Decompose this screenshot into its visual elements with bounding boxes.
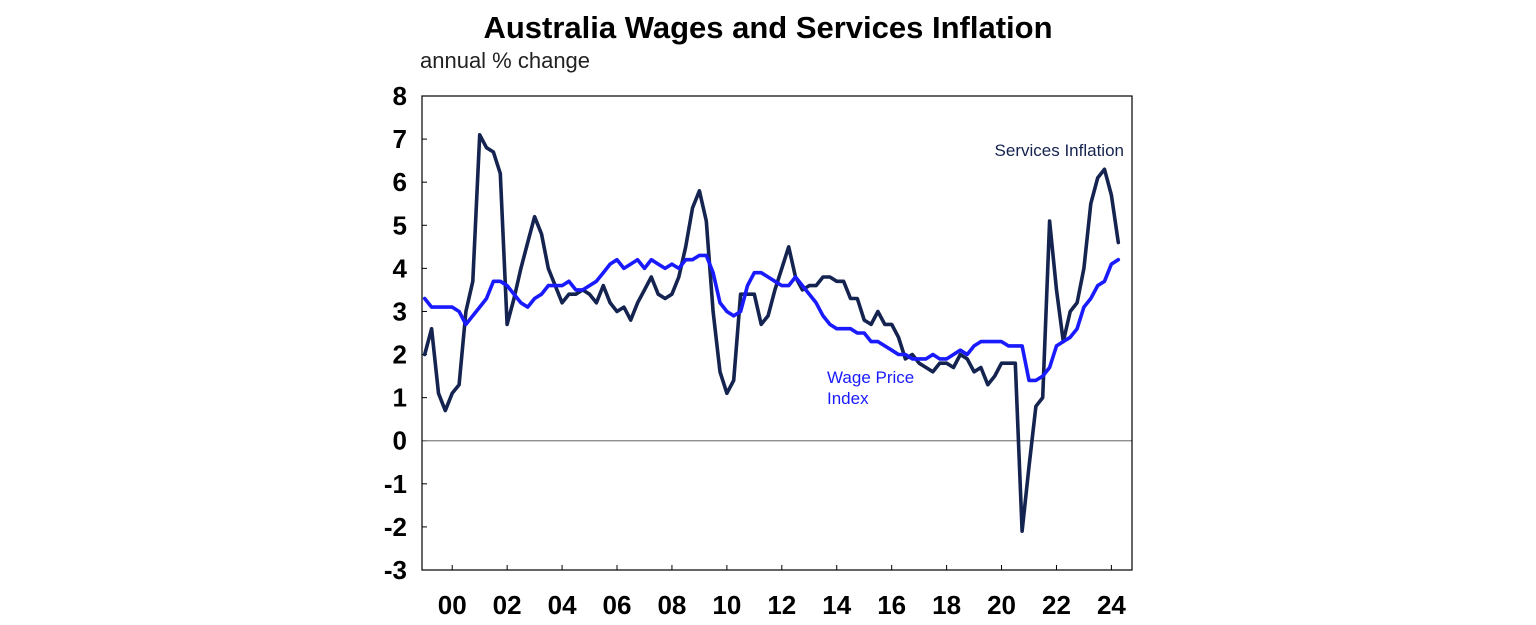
x-tick-label: 10 <box>712 590 741 620</box>
plot-area-frame <box>421 95 1133 571</box>
y-tick-label: -1 <box>384 469 407 499</box>
wage-price-index-annotation-line2: Index <box>827 389 869 408</box>
series-layer <box>422 133 1121 534</box>
x-tick-label: 22 <box>1042 590 1071 620</box>
x-tick-label: 24 <box>1097 590 1126 620</box>
y-tick-label: -2 <box>384 512 407 542</box>
x-tick-label: 16 <box>877 590 906 620</box>
y-tick-label: 5 <box>393 210 407 240</box>
x-axis-ticks: 00 02 04 06 08 10 12 14 16 18 20 22 24 <box>438 565 1126 620</box>
y-axis-ticks: 8 7 6 5 4 3 2 1 0 -1 -2 -3 <box>384 81 427 585</box>
y-tick-label: 1 <box>393 383 407 413</box>
y-tick-label: 2 <box>393 340 407 370</box>
x-tick-label: 20 <box>987 590 1016 620</box>
y-axis-unit-label: annual % change <box>420 48 591 73</box>
services-inflation-annotation: Services Inflation <box>995 141 1124 160</box>
y-tick-label: 6 <box>393 167 407 197</box>
y-tick-label: 7 <box>393 124 407 154</box>
x-tick-label: 14 <box>822 590 851 620</box>
y-tick-label: 4 <box>393 253 408 283</box>
y-tick-label: 8 <box>393 81 407 111</box>
services-inflation-line <box>422 133 1121 534</box>
y-tick-label: -3 <box>384 555 407 585</box>
wage-price-index-annotation-line1: Wage Price <box>827 368 914 387</box>
y-tick-label: 3 <box>393 296 407 326</box>
x-tick-label: 08 <box>657 590 686 620</box>
x-tick-label: 12 <box>767 590 796 620</box>
wage-price-index-line <box>422 253 1121 383</box>
x-tick-label: 04 <box>548 590 577 620</box>
x-tick-label: 02 <box>493 590 522 620</box>
y-tick-label: 0 <box>393 426 407 456</box>
x-tick-label: 00 <box>438 590 467 620</box>
x-tick-label: 06 <box>603 590 632 620</box>
x-tick-label: 18 <box>932 590 961 620</box>
chart-title: Australia Wages and Services Inflation <box>483 10 1053 45</box>
